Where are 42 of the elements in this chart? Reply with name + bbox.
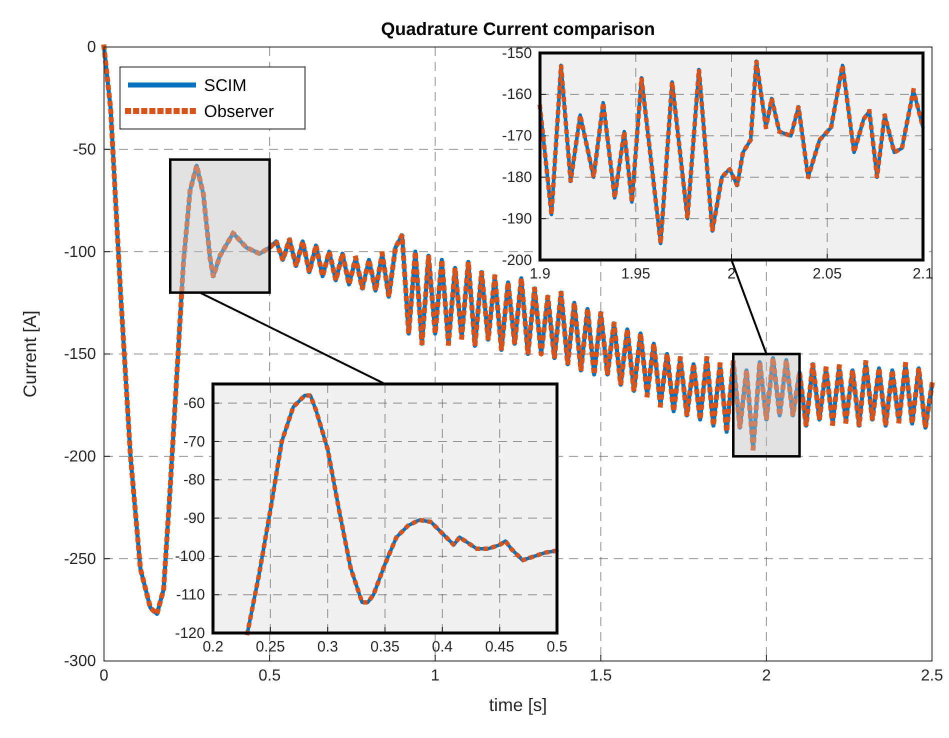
y-tick-label: -200 [502,252,532,269]
y-tick-label: -150 [64,346,96,364]
y-tick-label: -150 [502,44,532,62]
x-tick-label: 0.5 [546,638,568,656]
y-tick-label: -110 [176,586,205,604]
x-tick-label: 0.2 [202,638,224,656]
x-tick-label: 0.45 [485,638,514,656]
x-tick-label: 1.5 [590,667,612,684]
y-axis-title: Current [A] [20,310,40,398]
x-tick-label: 0.35 [370,638,400,656]
y-tick-label: -300 [64,653,96,670]
chart-title: Quadrature Current comparison [380,19,656,39]
x-tick-label: 1.9 [530,266,550,283]
x-tick-label: 2.5 [920,667,944,684]
y-tick-label: -60 [183,394,205,412]
y-tick-label: -250 [64,550,96,568]
y-tick-label: -100 [64,244,96,261]
legend-label: Observer [204,102,274,121]
y-tick-label: -80 [183,472,205,489]
x-tick-label: 1 [430,667,440,684]
y-tick-label: -180 [502,169,532,186]
y-tick-label: -120 [174,624,205,642]
y-tick-label: -50 [72,141,96,158]
y-tick-label: -100 [174,548,205,566]
legend-label: SCIM [204,76,246,95]
x-tick-label: 0.5 [258,667,281,684]
y-tick-label: -90 [183,510,205,527]
x-tick-label: 0.25 [256,638,285,656]
y-tick-label: -70 [183,433,205,450]
x-tick-label: 1.95 [621,266,650,283]
y-tick-label: -200 [64,448,96,466]
x-axis-title: time [s] [488,695,548,715]
x-tick-label: 0.4 [432,638,453,656]
x-tick-label: 0 [100,667,109,684]
y-tick-label: -170 [502,128,532,145]
x-tick-label: 0.3 [317,638,338,656]
x-tick-label: 2 [727,266,736,283]
y-tick-label: 0 [87,39,96,56]
x-tick-label: 2 [762,667,771,684]
y-tick-label: -190 [502,210,532,228]
x-tick-label: 2.05 [812,266,842,283]
y-tick-label: -160 [502,86,532,104]
